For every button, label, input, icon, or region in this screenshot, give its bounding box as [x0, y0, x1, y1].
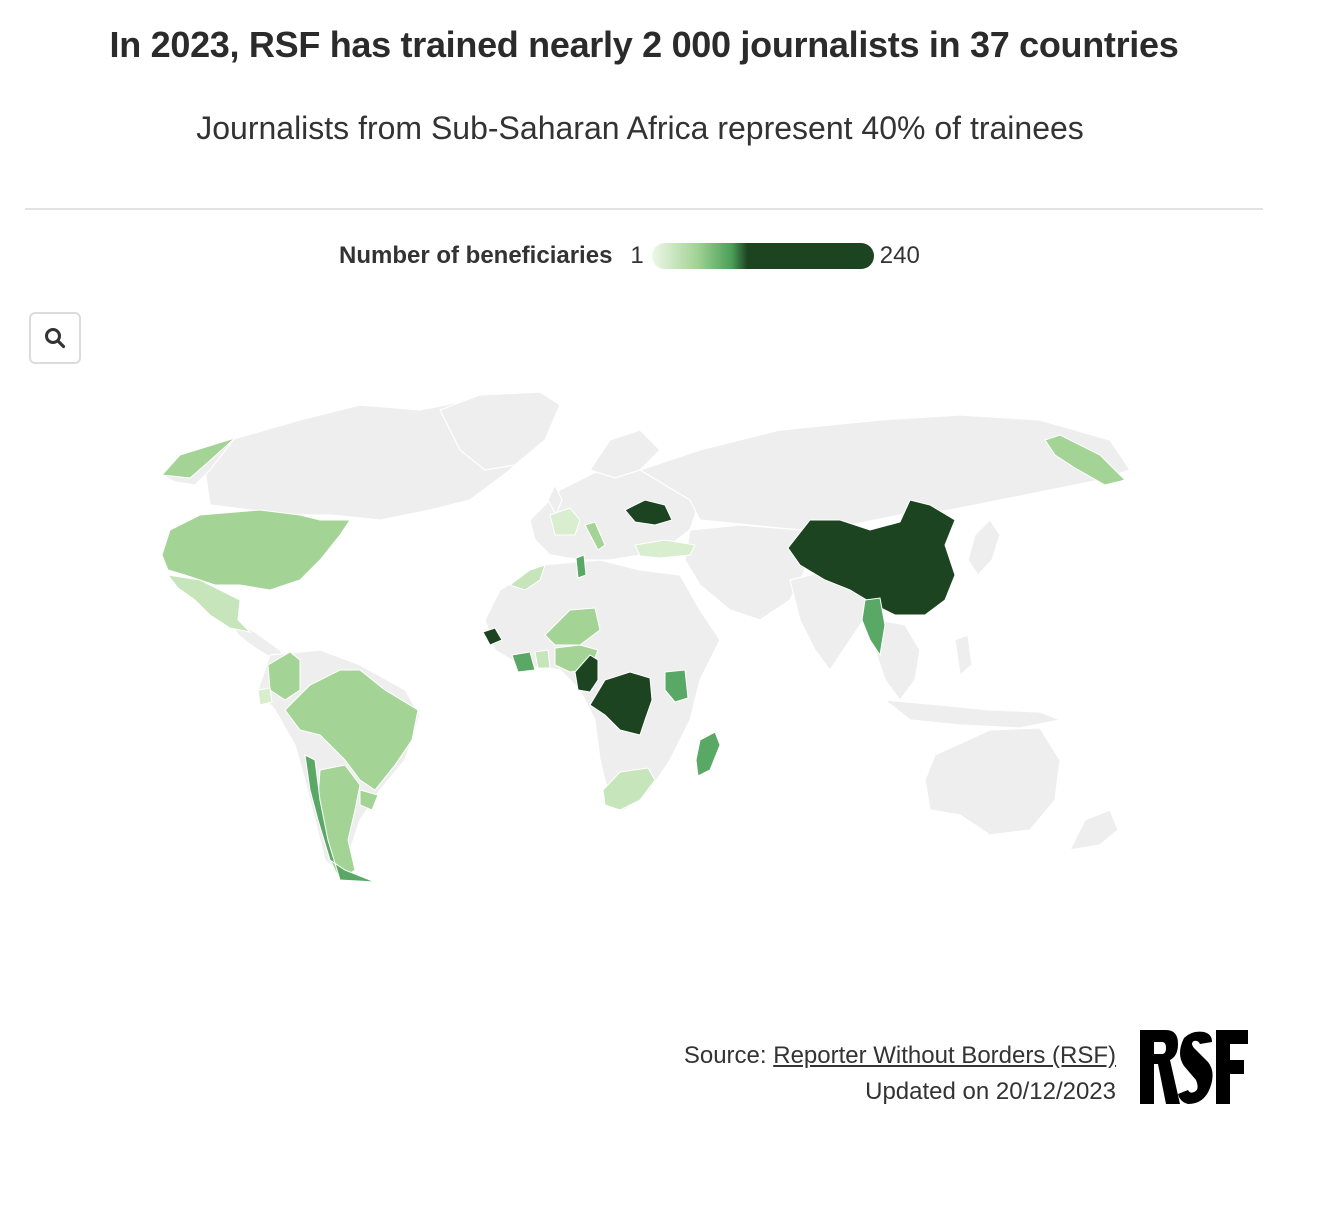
source-link[interactable]: Reporter Without Borders (RSF) — [773, 1042, 1116, 1069]
country-drc — [589, 671, 653, 736]
country-southeast-asia — [874, 619, 921, 701]
country-ghana — [534, 649, 551, 669]
country-morocco — [508, 564, 546, 591]
world-map — [160, 391, 1131, 883]
search-button[interactable] — [29, 312, 81, 364]
country-chile — [304, 754, 376, 883]
country-kenya — [664, 669, 689, 703]
country-uk — [547, 483, 563, 517]
country-middle-east — [684, 524, 811, 621]
country-ecuador — [257, 687, 273, 706]
updated-date: Updated on 20/12/2023 — [865, 1078, 1116, 1105]
country-madagascar — [695, 731, 721, 777]
country-myanmar — [861, 597, 886, 657]
country-tunisia — [575, 554, 587, 579]
country-niger — [544, 607, 601, 646]
country-cameroon — [574, 654, 599, 693]
country-alaska-highlight — [160, 437, 236, 479]
source-line: Source: Reporter Without Borders (RSF) — [684, 1038, 1116, 1074]
country-uruguay — [359, 789, 379, 811]
chart-title: In 2023, RSF has trained nearly 2 000 jo… — [109, 24, 1179, 65]
rsf-logo — [1140, 1030, 1248, 1104]
country-senegal — [482, 627, 503, 646]
country-france — [549, 507, 581, 536]
legend-gradient-bar — [651, 243, 874, 269]
country-russia-far-east — [1044, 434, 1126, 486]
legend-max-label: 240 — [879, 242, 920, 269]
country-italy — [584, 521, 606, 551]
country-china — [787, 499, 956, 616]
country-japan — [967, 519, 1001, 576]
country-russia — [638, 414, 1131, 531]
country-ivory-coast — [511, 651, 536, 673]
country-australia — [924, 727, 1061, 836]
color-legend: Number of beneficiaries 1 240 — [339, 238, 920, 274]
legend-title: Number of beneficiaries — [339, 242, 613, 269]
country-mexico — [166, 574, 252, 633]
footer: Source: Reporter Without Borders (RSF) U… — [684, 1038, 1116, 1110]
search-icon — [45, 328, 66, 349]
country-ukraine — [624, 499, 673, 526]
country-brazil — [284, 669, 419, 791]
country-scandinavia — [589, 429, 661, 479]
country-indonesia — [883, 699, 1063, 729]
country-new-zealand — [1068, 809, 1119, 851]
legend-min-label: 1 — [630, 242, 644, 269]
country-south-africa — [602, 767, 656, 811]
divider — [25, 208, 1263, 210]
country-greenland — [439, 391, 561, 471]
source-prefix: Source: — [683, 1042, 774, 1069]
country-philippines — [954, 634, 973, 677]
chart-subtitle: Journalists from Sub-Saharan Africa repr… — [196, 110, 1084, 146]
country-turkey — [634, 539, 696, 559]
